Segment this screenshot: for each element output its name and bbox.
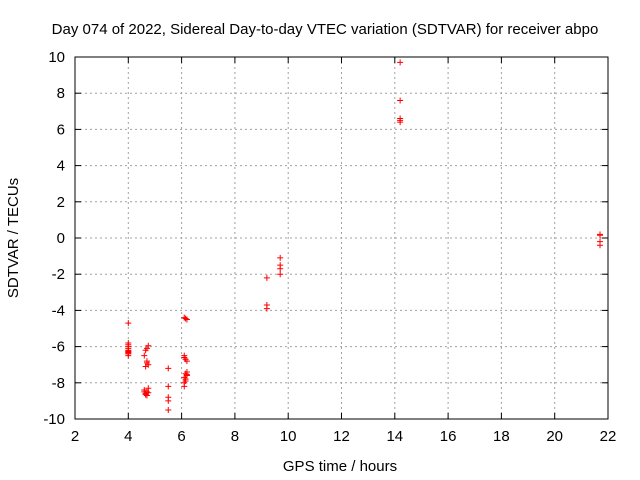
data-point	[182, 315, 189, 322]
y-tick-label: 6	[57, 121, 65, 138]
x-tick-label: 2	[71, 428, 79, 445]
data-point	[143, 388, 150, 395]
data-point	[263, 274, 270, 281]
y-tick-label: -2	[52, 266, 65, 283]
data-point	[143, 345, 150, 352]
data-point	[183, 358, 190, 365]
data-point	[181, 383, 188, 390]
chart-title: Day 074 of 2022, Sidereal Day-to-day VTE…	[52, 21, 599, 38]
y-tick-label: -8	[52, 375, 65, 392]
data-point	[397, 119, 404, 126]
y-axis-label: SDTVAR / TECUs	[5, 178, 22, 298]
data-point	[125, 320, 132, 327]
y-tick-label: 4	[57, 158, 65, 175]
y-tick-label: 8	[57, 85, 65, 102]
data-point	[145, 389, 152, 396]
y-tick-label: -4	[52, 302, 65, 319]
y-tick-label: 2	[57, 194, 65, 211]
data-point	[182, 377, 189, 384]
data-point	[277, 254, 284, 261]
data-point	[143, 359, 150, 366]
x-axis-label: GPS time / hours	[283, 458, 397, 475]
y-tick-label: -6	[52, 339, 65, 356]
x-tick-label: 8	[231, 428, 239, 445]
x-tick-label: 18	[493, 428, 510, 445]
data-point	[145, 342, 152, 349]
y-tick-label: 10	[48, 49, 65, 66]
data-point	[165, 406, 172, 413]
data-point	[125, 352, 132, 359]
data-point	[125, 339, 132, 346]
data-point	[263, 305, 270, 312]
data-points	[125, 59, 604, 413]
data-point	[183, 371, 190, 378]
y-tick-label: 0	[57, 230, 65, 247]
data-point	[181, 352, 188, 359]
x-tick-label: 14	[386, 428, 403, 445]
y-tick-label: -10	[43, 411, 65, 428]
data-point	[183, 316, 190, 323]
x-tick-labels: 2 4 6 8 10 12 14 16 18 20 22	[71, 428, 617, 445]
x-tick-label: 12	[333, 428, 350, 445]
grid-lines	[75, 57, 608, 419]
x-tick-label: 4	[124, 428, 132, 445]
data-point	[165, 365, 172, 372]
data-point	[397, 59, 404, 66]
data-point	[165, 383, 172, 390]
x-tick-label: 6	[177, 428, 185, 445]
x-tick-label: 22	[600, 428, 617, 445]
plot-frame	[74, 56, 609, 420]
x-tick-label: 16	[440, 428, 457, 445]
data-point	[597, 242, 604, 249]
y-tick-labels: -10 -8 -6 -4 -2 0 2 4 6 8 10	[43, 49, 65, 428]
data-point	[142, 363, 149, 370]
data-point	[277, 271, 284, 278]
x-tick-label: 10	[280, 428, 297, 445]
x-tick-label: 20	[546, 428, 563, 445]
data-point	[597, 232, 604, 239]
data-point	[141, 352, 148, 359]
data-point	[277, 265, 284, 272]
data-point	[397, 97, 404, 104]
data-point	[165, 397, 172, 404]
